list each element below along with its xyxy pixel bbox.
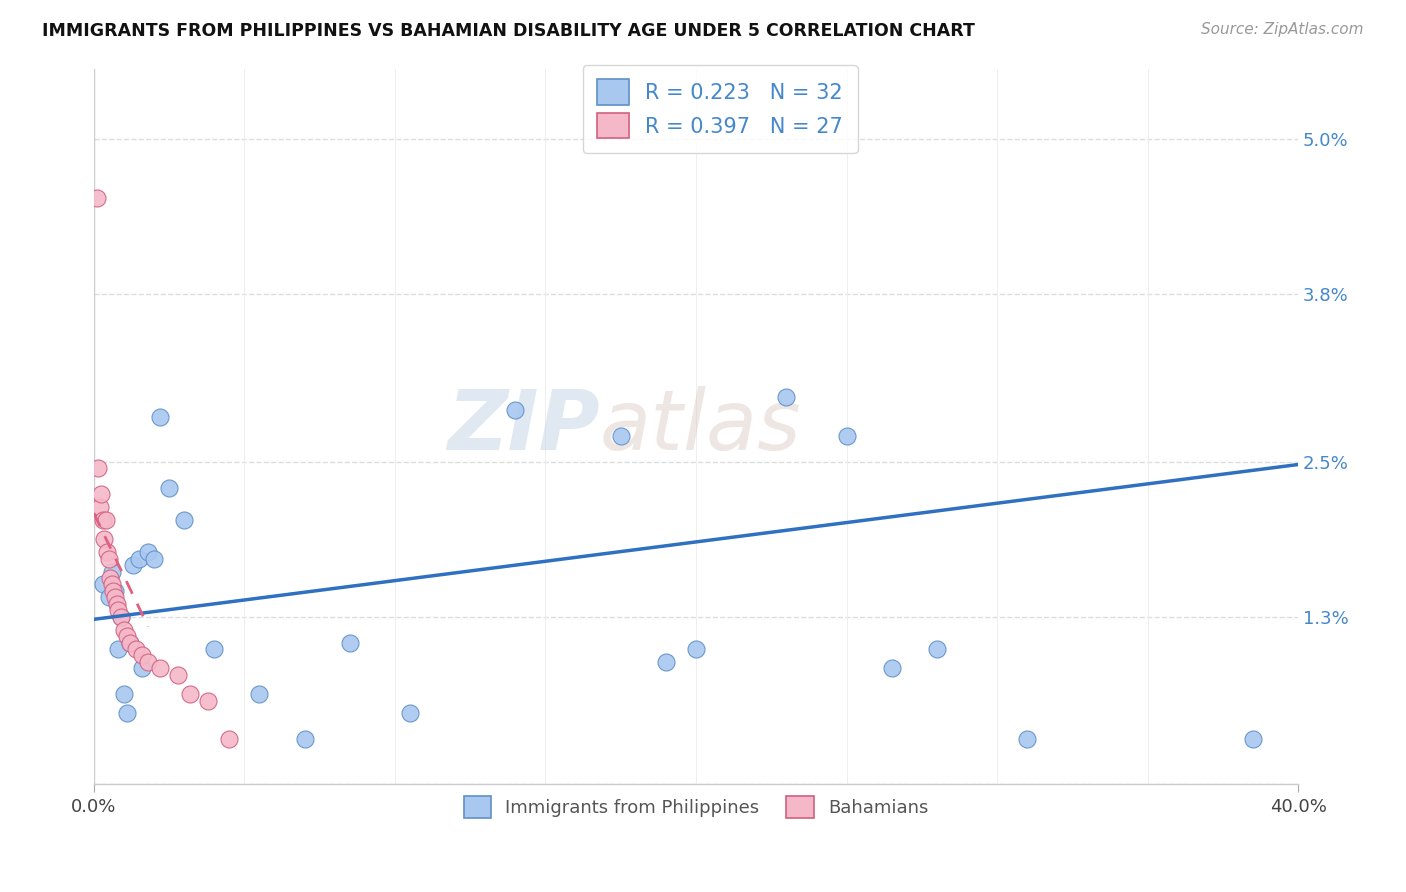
Point [775,391,797,405]
Point [115,706,138,721]
Point [197,693,219,707]
Point [218,732,240,747]
Point [115,629,138,643]
Point [339,635,361,649]
Point [249,687,271,701]
Point [136,545,159,559]
Text: Source: ZipAtlas.com: Source: ZipAtlas.com [1201,22,1364,37]
Point [104,591,127,605]
Point [880,661,903,675]
Point [157,481,180,495]
Point [1241,732,1264,747]
Point [655,655,678,669]
Point [112,687,135,701]
Point [125,642,148,657]
Point [101,577,124,591]
Point [685,642,707,657]
Point [294,732,316,747]
Point [131,661,153,675]
Point [86,190,108,204]
Point [91,513,114,527]
Point [93,533,115,547]
Point [112,623,135,637]
Point [100,571,122,585]
Point [118,635,141,649]
Point [143,551,166,566]
Point [122,558,145,573]
Point [202,642,225,657]
Point [131,648,153,663]
Point [107,642,129,657]
Point [128,551,150,566]
Point [609,429,631,443]
Point [505,403,527,417]
Point [149,409,172,424]
Point [104,583,127,598]
Point [399,706,422,721]
Text: ZIP: ZIP [447,386,600,467]
Point [149,661,172,675]
Point [107,603,129,617]
Point [118,635,141,649]
Point [136,655,159,669]
Point [1017,732,1039,747]
Point [91,577,114,591]
Point [179,687,201,701]
Text: atlas: atlas [600,386,801,467]
Point [103,583,125,598]
Point [167,667,190,681]
Point [98,551,121,566]
Point [110,609,132,624]
Point [835,429,858,443]
Point [105,597,128,611]
Text: IMMIGRANTS FROM PHILIPPINES VS BAHAMIAN DISABILITY AGE UNDER 5 CORRELATION CHART: IMMIGRANTS FROM PHILIPPINES VS BAHAMIAN … [42,22,974,40]
Point [98,591,121,605]
Point [925,642,948,657]
Point [101,565,124,579]
Point [89,500,111,514]
Point [94,513,117,527]
Point [90,487,112,501]
Legend: Immigrants from Philippines, Bahamians: Immigrants from Philippines, Bahamians [457,789,935,825]
Point [87,461,110,475]
Point [173,513,195,527]
Point [96,545,118,559]
Point [110,609,132,624]
